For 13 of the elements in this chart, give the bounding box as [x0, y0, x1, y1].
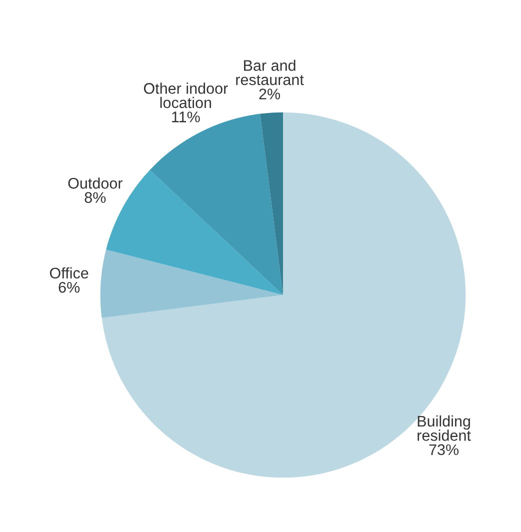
pie-slice — [150, 114, 283, 295]
slice-label: Building resident — [418, 415, 471, 441]
pie-slice — [100, 250, 283, 318]
pie-slice — [260, 112, 283, 295]
data-label: 11% — [172, 112, 200, 122]
data-label: 8% — [84, 192, 106, 203]
data-label: 73% — [429, 444, 459, 456]
slice-label: Outdoor — [68, 177, 123, 189]
data-label: 2% — [259, 88, 280, 100]
slice-label: Other indoor location — [144, 82, 228, 108]
slice-label: Office — [50, 267, 88, 279]
slice-label: Bar and restaurant — [236, 60, 304, 86]
data-label: 6% — [58, 282, 80, 293]
